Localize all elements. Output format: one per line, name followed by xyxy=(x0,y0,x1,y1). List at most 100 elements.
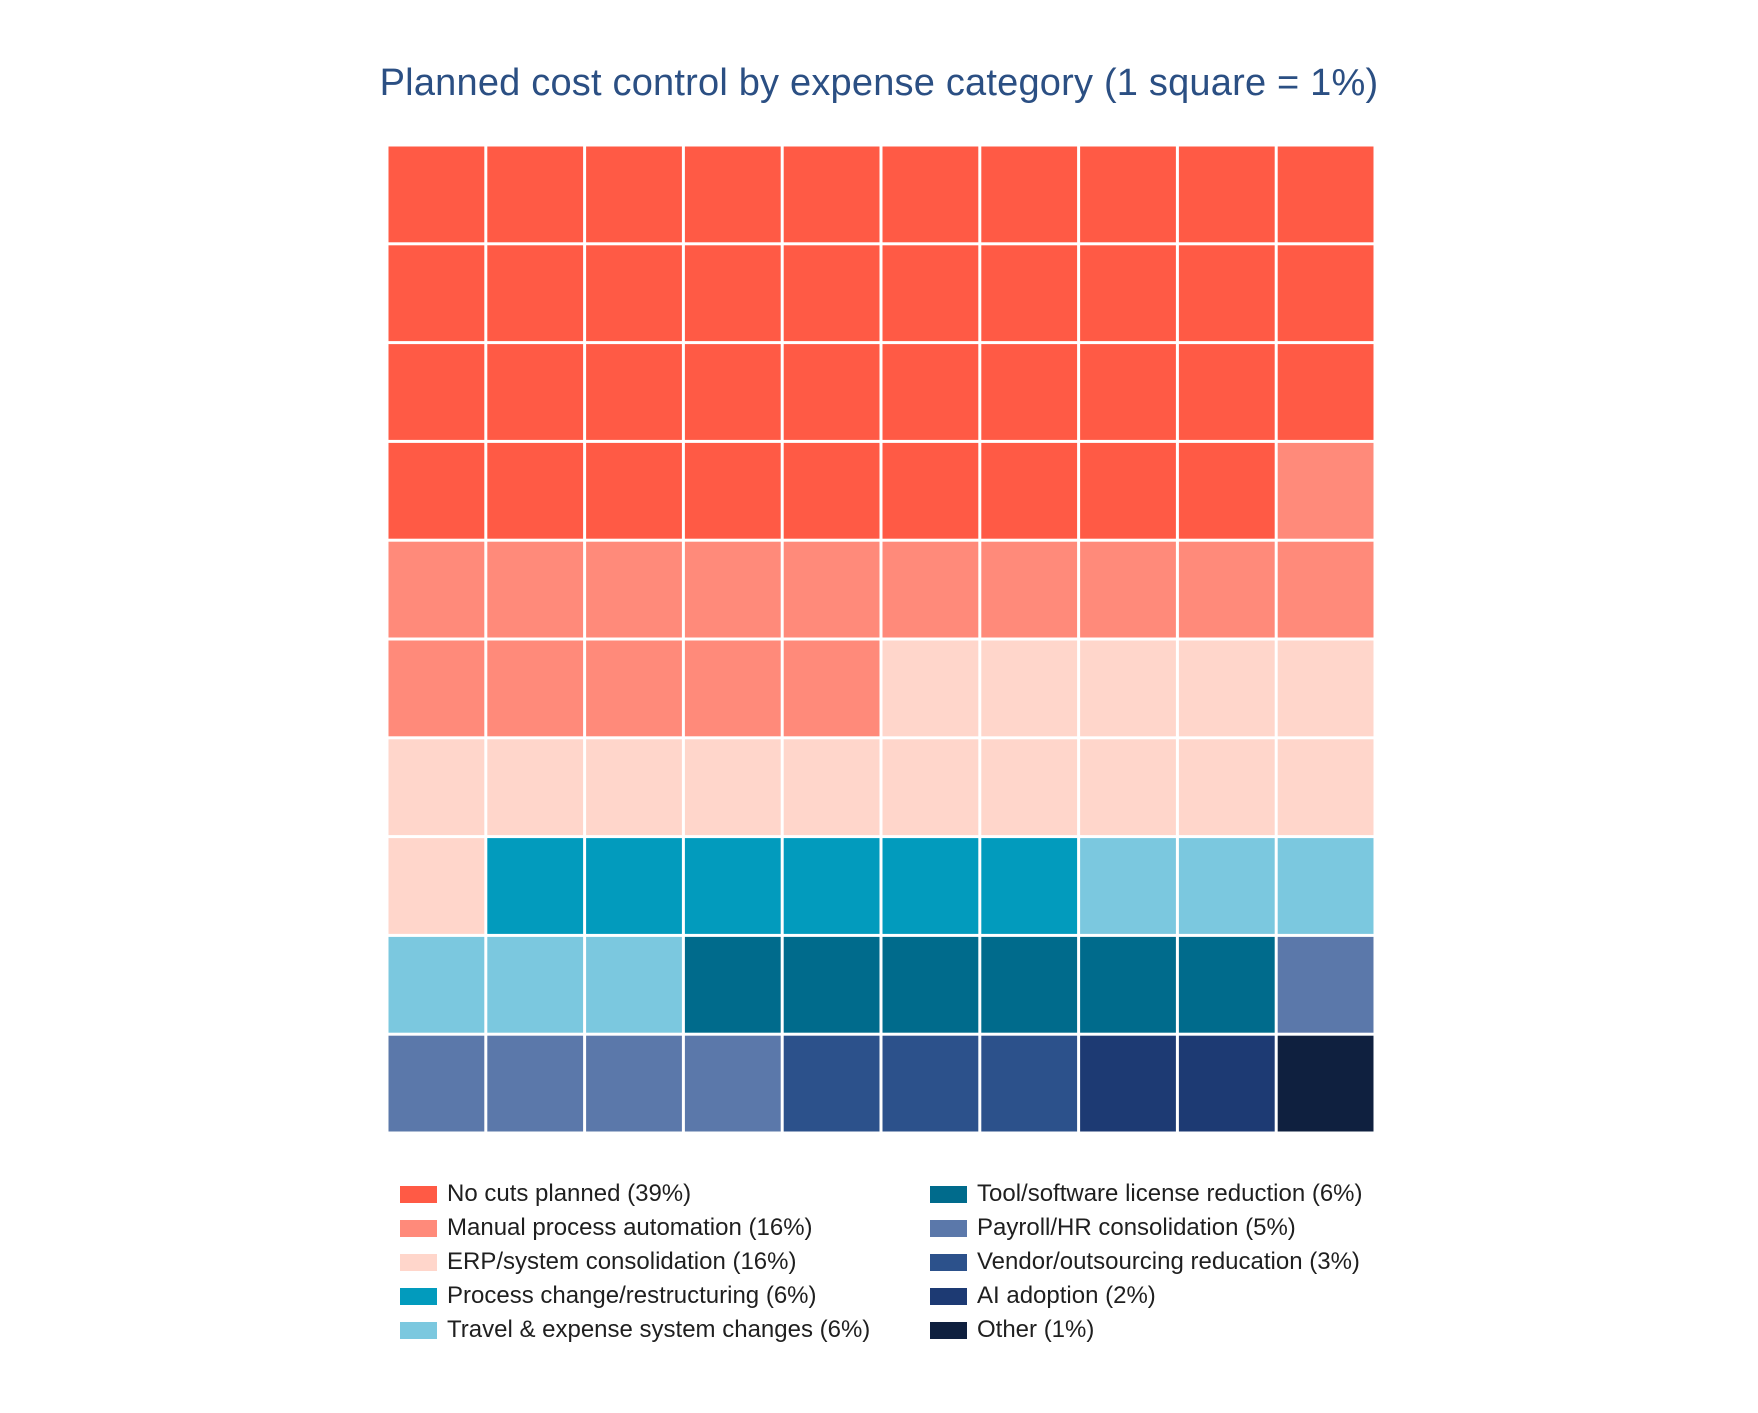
waffle-square xyxy=(388,245,485,342)
legend-swatch xyxy=(930,1321,967,1339)
legend-swatch xyxy=(930,1219,967,1237)
legend-item: Tool/software license reduction (6%) xyxy=(930,1179,1363,1209)
legend-label: Payroll/HR consolidation (5%) xyxy=(977,1214,1296,1241)
waffle-square xyxy=(487,936,584,1033)
legend-item: Vendor/outsourcing reducation (3%) xyxy=(930,1247,1360,1277)
waffle-square xyxy=(882,442,979,539)
waffle-square xyxy=(586,146,682,243)
waffle-square xyxy=(783,245,880,342)
waffle-square xyxy=(882,541,979,638)
waffle-square xyxy=(981,838,1078,934)
waffle-square xyxy=(1080,245,1176,342)
waffle-square xyxy=(981,442,1078,539)
waffle-square xyxy=(882,344,979,440)
legend-swatch xyxy=(400,1219,437,1237)
legend-swatch xyxy=(400,1321,437,1339)
legend-item: ERP/system consolidation (16%) xyxy=(400,1247,796,1277)
waffle-square xyxy=(684,541,781,638)
legend-label: Tool/software license reduction (6%) xyxy=(977,1180,1363,1207)
legend-label: Vendor/outsourcing reducation (3%) xyxy=(977,1248,1360,1275)
waffle-square xyxy=(1178,838,1275,934)
waffle-square xyxy=(1080,640,1176,737)
waffle-square xyxy=(684,838,781,934)
legend-item: Travel & expense system changes (6%) xyxy=(400,1315,870,1345)
waffle-square xyxy=(487,541,584,638)
waffle-square xyxy=(388,541,485,638)
waffle-square xyxy=(1277,936,1374,1033)
waffle-square xyxy=(981,1035,1078,1132)
waffle-square xyxy=(783,146,880,243)
legend-swatch xyxy=(400,1287,437,1305)
legend-label: Travel & expense system changes (6%) xyxy=(447,1316,871,1343)
waffle-square xyxy=(388,146,485,243)
waffle-square xyxy=(388,1035,485,1132)
waffle-square xyxy=(487,640,584,737)
waffle-square xyxy=(981,146,1078,243)
waffle-square xyxy=(388,640,485,737)
waffle-square xyxy=(1080,838,1176,934)
legend-item: Other (1%) xyxy=(930,1315,1094,1345)
legend-swatch xyxy=(930,1253,967,1271)
waffle-square xyxy=(1178,245,1275,342)
waffle-square xyxy=(586,344,682,440)
chart-title: Planned cost control by expense category… xyxy=(379,62,1379,104)
legend-label: Other (1%) xyxy=(977,1316,1095,1343)
waffle-square xyxy=(1080,541,1176,638)
waffle-square xyxy=(981,739,1078,836)
waffle-square xyxy=(684,344,781,440)
waffle-square xyxy=(783,838,880,934)
waffle-square xyxy=(981,245,1078,342)
waffle-square xyxy=(981,936,1078,1033)
waffle-grid-background xyxy=(387,145,1375,1133)
waffle-square xyxy=(1277,1035,1374,1132)
waffle-square xyxy=(586,245,682,342)
legend-item: Manual process automation (16%) xyxy=(400,1213,813,1243)
waffle-square xyxy=(1178,442,1275,539)
waffle-square xyxy=(981,344,1078,440)
waffle-square xyxy=(388,344,485,440)
waffle-square xyxy=(586,640,682,737)
waffle-square xyxy=(882,739,979,836)
waffle-square xyxy=(684,739,781,836)
waffle-square xyxy=(487,146,584,243)
waffle-square xyxy=(1277,838,1374,934)
waffle-square xyxy=(882,245,979,342)
waffle-square xyxy=(1178,146,1275,243)
legend-item: Process change/restructuring (6%) xyxy=(400,1281,817,1311)
waffle-square xyxy=(783,739,880,836)
waffle-square xyxy=(1178,936,1275,1033)
waffle-square xyxy=(1178,541,1275,638)
waffle-square xyxy=(1277,739,1374,836)
waffle-square xyxy=(882,1035,979,1132)
waffle-square xyxy=(882,640,979,737)
waffle-square xyxy=(586,936,682,1033)
waffle-square xyxy=(882,838,979,934)
waffle-square xyxy=(586,739,682,836)
waffle-square xyxy=(1178,344,1275,440)
waffle-square xyxy=(487,245,584,342)
waffle-square xyxy=(783,442,880,539)
waffle-square xyxy=(388,838,485,934)
waffle-square xyxy=(684,640,781,737)
waffle-square xyxy=(487,1035,584,1132)
waffle-square xyxy=(783,344,880,440)
waffle-square xyxy=(487,838,584,934)
waffle-square xyxy=(586,1035,682,1132)
legend-label: ERP/system consolidation (16%) xyxy=(447,1248,797,1275)
waffle-square xyxy=(1277,640,1374,737)
waffle-square xyxy=(981,541,1078,638)
legend-item: No cuts planned (39%) xyxy=(400,1179,691,1209)
legend-label: Manual process automation (16%) xyxy=(447,1214,813,1241)
waffle-square xyxy=(1080,146,1176,243)
legend-swatch xyxy=(930,1287,967,1305)
legend-swatch xyxy=(400,1253,437,1271)
waffle-square xyxy=(487,442,584,539)
waffle-square xyxy=(1277,146,1374,243)
legend-swatch xyxy=(400,1185,437,1203)
waffle-square xyxy=(1277,344,1374,440)
waffle-square xyxy=(1178,739,1275,836)
waffle-square xyxy=(783,640,880,737)
waffle-square xyxy=(882,936,979,1033)
waffle-square xyxy=(981,640,1078,737)
